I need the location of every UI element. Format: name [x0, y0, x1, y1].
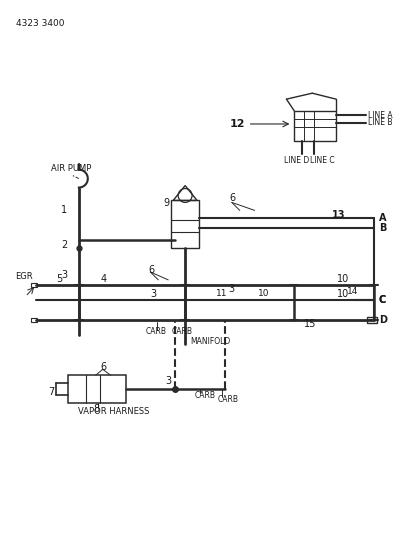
Text: LINE B: LINE B — [368, 118, 392, 127]
Text: MANIFOLD: MANIFOLD — [190, 337, 231, 346]
Bar — [367, 317, 377, 322]
Bar — [31, 283, 37, 287]
Bar — [68, 375, 126, 403]
Text: 7: 7 — [48, 387, 54, 397]
Text: 8: 8 — [94, 404, 100, 414]
Text: 3: 3 — [151, 289, 157, 299]
Text: 4323 3400: 4323 3400 — [16, 19, 65, 28]
Bar — [31, 318, 37, 321]
Text: EGR: EGR — [15, 272, 33, 281]
Text: 12: 12 — [230, 119, 245, 129]
Text: 13: 13 — [332, 211, 346, 220]
Text: 2: 2 — [61, 240, 67, 250]
Text: 9: 9 — [163, 198, 169, 208]
Text: 3: 3 — [165, 376, 171, 386]
Text: C: C — [379, 295, 386, 305]
Text: CARB: CARB — [145, 327, 166, 336]
Text: C: C — [379, 295, 386, 305]
Text: 4: 4 — [101, 274, 107, 284]
Bar — [295, 111, 336, 141]
Text: B: B — [379, 223, 386, 233]
Text: LINE D: LINE D — [284, 156, 310, 165]
Text: 6: 6 — [230, 193, 236, 204]
Text: 3: 3 — [61, 270, 67, 280]
Text: 11: 11 — [216, 289, 227, 298]
Text: A: A — [379, 213, 386, 223]
Text: VAPOR HARNESS: VAPOR HARNESS — [78, 407, 149, 416]
Bar — [171, 200, 199, 248]
Text: 6: 6 — [101, 362, 107, 373]
Text: 6: 6 — [149, 265, 155, 275]
Text: CARB: CARB — [218, 394, 239, 403]
Text: AIR PUMP: AIR PUMP — [51, 164, 91, 173]
Text: LINE C: LINE C — [310, 156, 335, 165]
Text: 1: 1 — [61, 205, 67, 215]
Text: 5: 5 — [56, 274, 62, 284]
Text: 15: 15 — [304, 319, 317, 329]
Text: CARB: CARB — [195, 391, 216, 400]
Text: CARB: CARB — [171, 327, 192, 336]
Text: D: D — [379, 314, 387, 325]
Text: 10: 10 — [257, 289, 269, 298]
Text: 3: 3 — [228, 284, 234, 294]
Text: 14: 14 — [347, 287, 358, 296]
Text: 10: 10 — [337, 289, 349, 299]
Text: LINE A: LINE A — [368, 110, 392, 119]
Text: 10: 10 — [337, 274, 349, 284]
